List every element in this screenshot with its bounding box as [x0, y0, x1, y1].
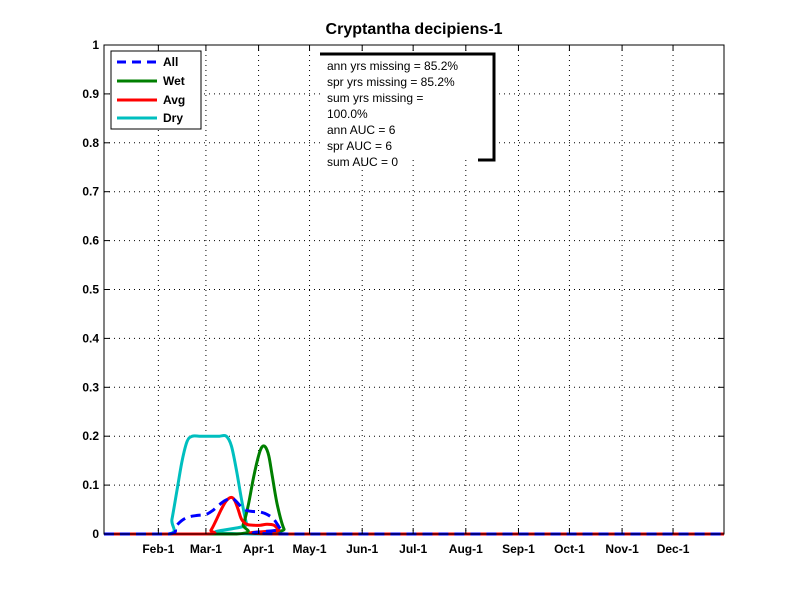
series-line-avg — [103, 495, 724, 536]
y-tick-label: 0.7 — [82, 185, 99, 199]
x-tick-label: Jul-1 — [399, 542, 427, 556]
annotation-background — [320, 54, 494, 160]
legend: All Wet Avg Dry — [110, 50, 202, 130]
x-tick-label: Apr-1 — [243, 542, 275, 556]
annotation-border — [320, 52, 496, 162]
legend-label-all: All — [163, 55, 178, 69]
y-tick-label: 0.9 — [82, 87, 99, 101]
legend-label-dry: Dry — [163, 111, 183, 125]
x-tick-label: Oct-1 — [554, 542, 585, 556]
y-tick-label: 0.1 — [82, 478, 99, 492]
annotation-line-3: sum yrs missing = — [327, 91, 423, 105]
x-tick-label: May-1 — [293, 542, 327, 556]
x-tick-label: Sep-1 — [502, 542, 535, 556]
y-axis: 0 0.1 0.2 0.3 0.4 0.5 0.6 0.7 0.8 0.9 1 — [82, 38, 724, 541]
y-tick-label: 0.6 — [82, 234, 99, 248]
series-line-all — [103, 496, 724, 536]
x-axis: Feb-1 Mar-1 Apr-1 May-1 Jun-1 Jul-1 Aug-1 Sep-1… — [142, 45, 690, 556]
chart-title: Cryptantha decipiens-1 — [326, 21, 503, 38]
annotation-box: ann yrs missing = 85.2% spr yrs missing … — [320, 52, 496, 169]
legend-box — [110, 50, 202, 130]
x-tick-label: Feb-1 — [142, 542, 174, 556]
series-line-dry — [103, 433, 724, 536]
x-tick-label: Jun-1 — [346, 542, 378, 556]
legend-label-wet: Wet — [163, 74, 185, 88]
annotation-line-4: 100.0% — [327, 107, 368, 121]
x-tick-label: Nov-1 — [605, 542, 639, 556]
y-tick-label: 0 — [92, 527, 99, 541]
annotation-line-6: spr AUC = 6 — [327, 139, 392, 153]
y-tick-label: 1 — [92, 38, 99, 52]
y-tick-label: 0.8 — [82, 136, 99, 150]
y-tick-label: 0.2 — [82, 429, 99, 443]
annotation-line-7: sum AUC = 0 — [327, 155, 398, 169]
x-tick-label: Mar-1 — [190, 542, 222, 556]
annotation-line-5: ann AUC = 6 — [327, 123, 396, 137]
y-tick-label: 0.5 — [82, 283, 99, 297]
annotation-line-2: spr yrs missing = 85.2% — [327, 75, 455, 89]
x-tick-label: Aug-1 — [449, 542, 483, 556]
x-tick-label: Dec-1 — [657, 542, 690, 556]
y-tick-label: 0.3 — [82, 380, 99, 394]
legend-label-avg: Avg — [163, 93, 185, 107]
annotation-line-1: ann yrs missing = 85.2% — [327, 59, 458, 73]
y-tick-label: 0.4 — [82, 331, 99, 345]
